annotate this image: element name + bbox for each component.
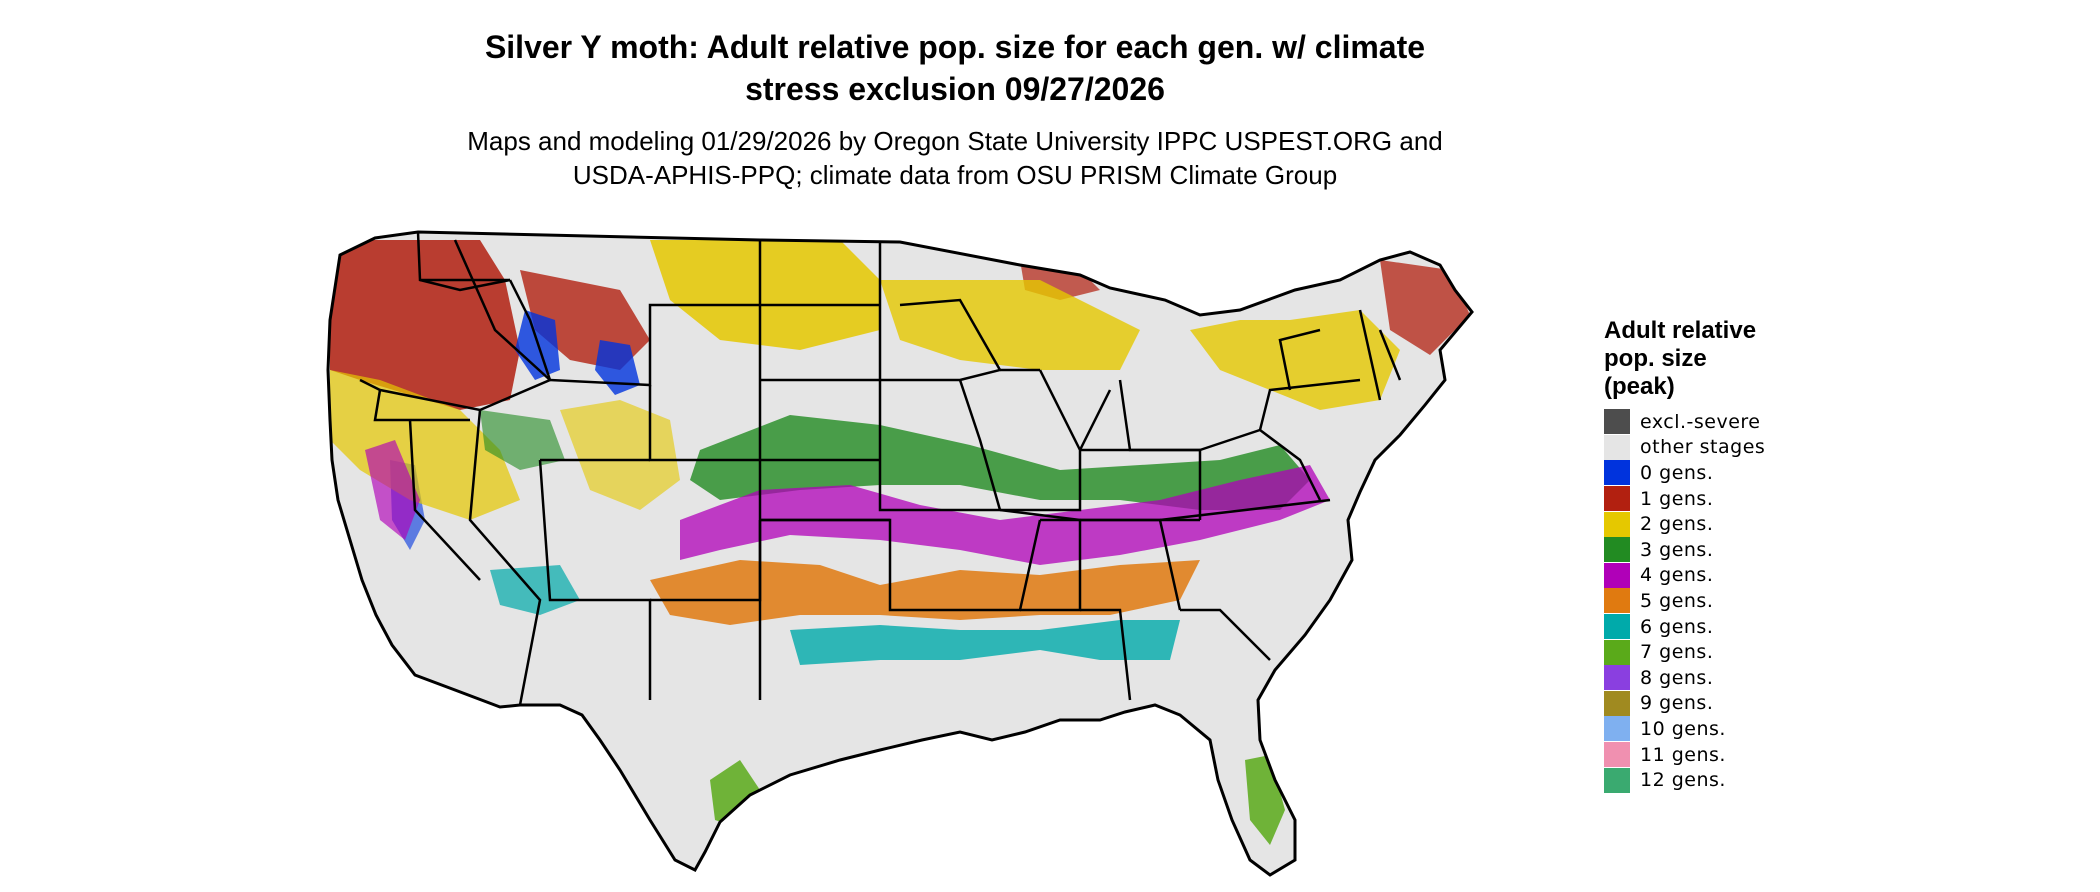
legend-title-line-2: pop. size xyxy=(1604,345,1707,372)
map-title-line-1: Silver Y moth: Adult relative pop. size … xyxy=(484,29,1426,65)
legend-label: 8 gens. xyxy=(1640,666,1714,689)
legend-label: 5 gens. xyxy=(1640,589,1714,612)
legend-item: 2 gens. xyxy=(1604,511,1904,537)
legend-item: 11 gens. xyxy=(1604,742,1904,768)
legend-swatch xyxy=(1604,460,1630,486)
zone-2gen-montana xyxy=(650,240,880,350)
state-borders xyxy=(359,231,1402,706)
legend-title-line-1: Adult relative xyxy=(1604,317,1757,344)
legend-item: 12 gens. xyxy=(1604,767,1904,793)
map-subtitle-line-1: Maps and modeling 01/29/2026 by Oregon S… xyxy=(467,126,1443,156)
legend-label: 7 gens. xyxy=(1640,641,1714,664)
legend-label: excl.-severe xyxy=(1640,410,1761,433)
legend-label: 0 gens. xyxy=(1640,461,1714,484)
legend-label: 1 gens. xyxy=(1640,487,1714,510)
legend-swatch xyxy=(1604,562,1630,588)
legend-swatch xyxy=(1604,690,1630,716)
legend-swatch xyxy=(1604,767,1630,793)
map-subtitle: Maps and modeling 01/29/2026 by Oregon S… xyxy=(300,124,1610,192)
legend-item: 6 gens. xyxy=(1604,614,1904,640)
legend-swatch xyxy=(1604,409,1630,435)
legend-item: other stages xyxy=(1604,434,1904,461)
zone-3gen-utah xyxy=(480,410,565,470)
map-header: Silver Y moth: Adult relative pop. size … xyxy=(300,26,1610,192)
us-generation-map xyxy=(326,230,1474,877)
legend-label: other stages xyxy=(1640,436,1766,459)
legend-swatch xyxy=(1604,588,1630,614)
map-title: Silver Y moth: Adult relative pop. size … xyxy=(300,26,1610,110)
legend-label: 10 gens. xyxy=(1640,717,1726,740)
legend-item: 7 gens. xyxy=(1604,639,1904,665)
legend-label: 4 gens. xyxy=(1640,564,1714,587)
legend-swatch xyxy=(1604,639,1630,665)
legend-item: 1 gens. xyxy=(1604,486,1904,512)
legend-swatch xyxy=(1604,537,1630,563)
legend-item: excl.-severe xyxy=(1604,409,1904,435)
legend-swatch xyxy=(1604,742,1630,768)
legend-swatch xyxy=(1604,434,1630,460)
legend-item: 5 gens. xyxy=(1604,588,1904,614)
legend-label: 2 gens. xyxy=(1640,513,1714,536)
legend-swatch xyxy=(1604,665,1630,691)
legend-title: Adult relative pop. size (peak) xyxy=(1604,317,1904,401)
legend-item: 4 gens. xyxy=(1604,562,1904,589)
zone-6gen-arizona xyxy=(490,565,580,615)
map-subtitle-line-2: USDA-APHIS-PPQ; climate data from OSU PR… xyxy=(572,160,1338,190)
legend-swatch xyxy=(1604,511,1630,537)
zone-4gen-southcentral xyxy=(680,465,1330,565)
zone-4gen-california xyxy=(365,440,420,540)
legend-label: 11 gens. xyxy=(1640,743,1726,766)
map-title-line-2: stress exclusion 09/27/2026 xyxy=(745,71,1165,107)
legend-label: 9 gens. xyxy=(1640,692,1714,715)
legend-list: excl.-severe other stages 0 gens. 1 gens. 2 … xyxy=(1604,409,1904,793)
legend-label: 3 gens. xyxy=(1640,538,1714,561)
zone-1gen-northwest xyxy=(330,240,520,410)
legend-item: 3 gens. xyxy=(1604,537,1904,563)
legend-swatch xyxy=(1604,614,1630,640)
legend-item: 10 gens. xyxy=(1604,716,1904,742)
legend-item: 0 gens. xyxy=(1604,460,1904,486)
legend: Adult relative pop. size (peak) excl.-se… xyxy=(1604,317,1904,793)
legend-swatch xyxy=(1604,486,1630,512)
legend-label: 6 gens. xyxy=(1640,615,1714,638)
legend-swatch xyxy=(1604,716,1630,742)
legend-label: 12 gens. xyxy=(1640,769,1726,792)
zone-1gen-maine xyxy=(1380,260,1470,355)
zone-2gen-northeast xyxy=(1190,310,1400,410)
legend-item: 8 gens. xyxy=(1604,665,1904,691)
zone-0gen-wyoming xyxy=(595,340,640,395)
legend-title-line-3: (peak) xyxy=(1604,373,1675,400)
legend-item: 9 gens. xyxy=(1604,690,1904,717)
zone-6gen-gulf-coast xyxy=(790,620,1180,665)
generation-zones xyxy=(328,232,1472,875)
